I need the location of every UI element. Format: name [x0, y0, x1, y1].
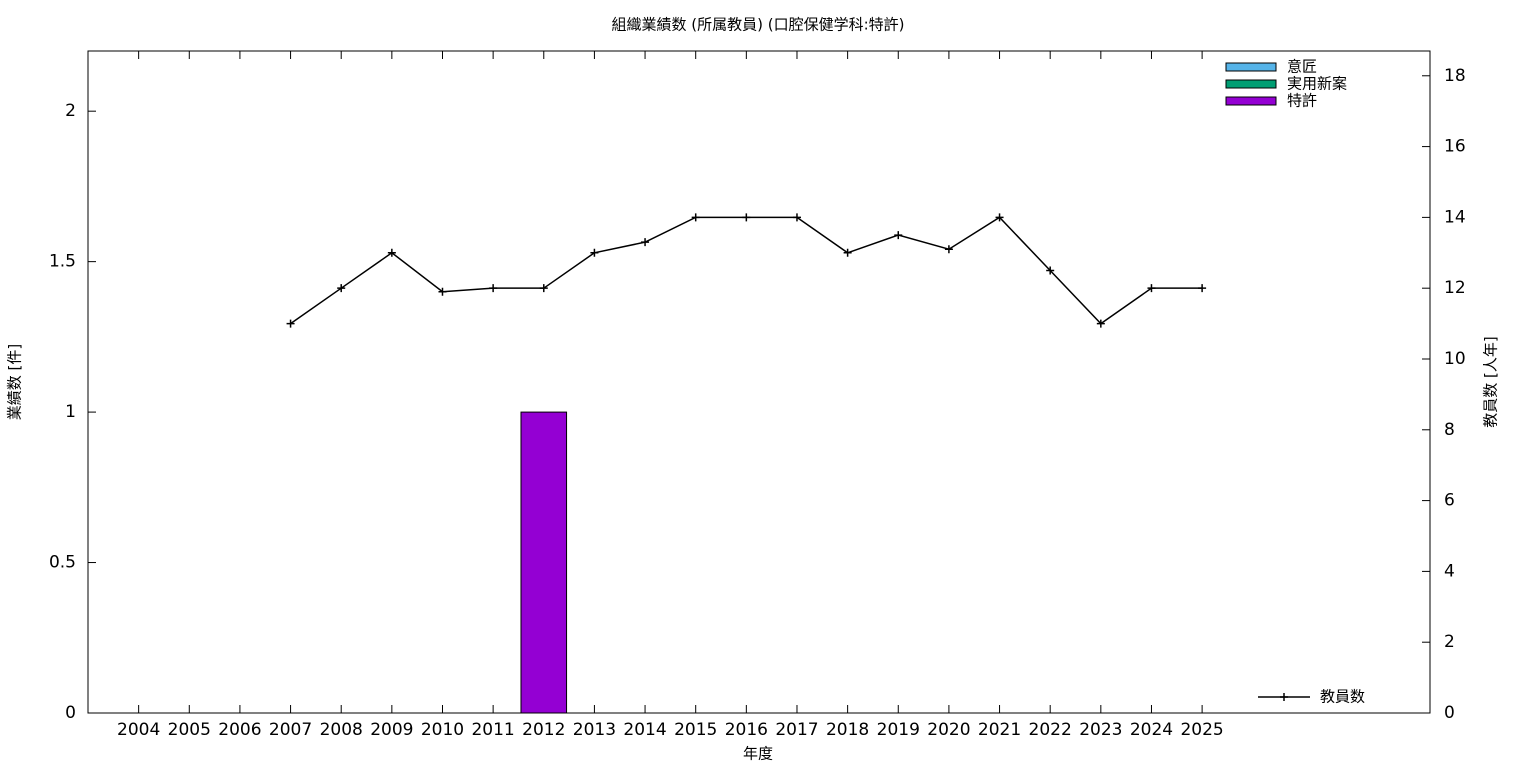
x-tick-label: 2010 — [421, 720, 464, 740]
y2-tick-label: 2 — [1444, 632, 1455, 652]
point-marker — [590, 248, 599, 257]
point-marker — [1198, 284, 1207, 293]
y2-tick-label: 6 — [1444, 491, 1455, 511]
y-tick-label: 0.5 — [49, 553, 76, 573]
x-tick-label: 2008 — [320, 720, 363, 740]
y-tick-label: 2 — [65, 101, 76, 121]
x-tick-label: 2009 — [370, 720, 413, 740]
y-tick-label: 1 — [65, 402, 76, 422]
bar — [520, 411, 568, 714]
x-tick-label: 2024 — [1130, 720, 1173, 740]
y-tick-label: 0 — [65, 703, 76, 723]
legend-label: 教員数 — [1320, 688, 1365, 706]
y-tick-label: 1.5 — [49, 252, 76, 272]
point-marker — [438, 287, 447, 296]
x-tick-label: 2011 — [471, 720, 514, 740]
x-tick-label: 2015 — [674, 720, 717, 740]
point-marker — [489, 284, 498, 293]
x-tick-label: 2018 — [826, 720, 869, 740]
x-tick-label: 2006 — [218, 720, 261, 740]
y2-axis-label: 教員数 [人年] — [1482, 336, 1500, 427]
point-marker — [742, 213, 751, 222]
plot-frame — [87, 50, 1431, 714]
chart-title: 組織業績数 (所属教員) (口腔保健学科:特許) — [612, 16, 905, 34]
point-marker — [1147, 284, 1156, 293]
x-tick-label: 2020 — [927, 720, 970, 740]
point-marker — [944, 245, 953, 254]
legend-label: 意匠 — [1287, 58, 1317, 76]
x-tick-label: 2007 — [269, 720, 312, 740]
x-tick-label: 2014 — [623, 720, 666, 740]
point-marker — [792, 213, 801, 222]
legend-swatch — [1225, 96, 1277, 106]
point-marker — [691, 213, 700, 222]
x-tick-label: 2012 — [522, 720, 565, 740]
legend-label: 特許 — [1287, 92, 1317, 110]
x-tick-label: 2017 — [775, 720, 818, 740]
y2-tick-label: 4 — [1444, 561, 1455, 581]
point-marker — [1096, 319, 1105, 328]
y2-tick-label: 18 — [1444, 66, 1466, 86]
point-marker — [1046, 266, 1055, 275]
x-tick-label: 2025 — [1180, 720, 1223, 740]
legend-swatch — [1225, 79, 1277, 89]
y2-tick-label: 16 — [1444, 137, 1466, 157]
point-marker — [641, 238, 650, 247]
x-tick-label: 2005 — [168, 720, 211, 740]
x-tick-label: 2016 — [725, 720, 768, 740]
x-tick-label: 2004 — [117, 720, 160, 740]
y2-tick-label: 8 — [1444, 420, 1455, 440]
point-marker — [843, 248, 852, 257]
point-marker — [539, 284, 548, 293]
y2-tick-label: 0 — [1444, 703, 1455, 723]
legend-swatch — [1225, 62, 1277, 72]
y-axis-label: 業績数 [件] — [6, 344, 24, 420]
x-tick-label: 2019 — [877, 720, 920, 740]
point-marker — [894, 231, 903, 240]
x-axis-label: 年度 — [743, 745, 773, 763]
point-marker — [337, 284, 346, 293]
y2-tick-label: 10 — [1444, 349, 1466, 369]
x-tick-label: 2022 — [1029, 720, 1072, 740]
x-tick-label: 2021 — [978, 720, 1021, 740]
legend-label: 実用新案 — [1287, 75, 1347, 93]
y2-tick-label: 14 — [1444, 207, 1466, 227]
x-tick-label: 2013 — [573, 720, 616, 740]
point-marker — [995, 213, 1004, 222]
x-tick-label: 2023 — [1079, 720, 1122, 740]
point-marker — [387, 248, 396, 257]
y2-tick-label: 12 — [1444, 278, 1466, 298]
point-marker — [286, 319, 295, 328]
legend-marker — [1280, 693, 1288, 701]
